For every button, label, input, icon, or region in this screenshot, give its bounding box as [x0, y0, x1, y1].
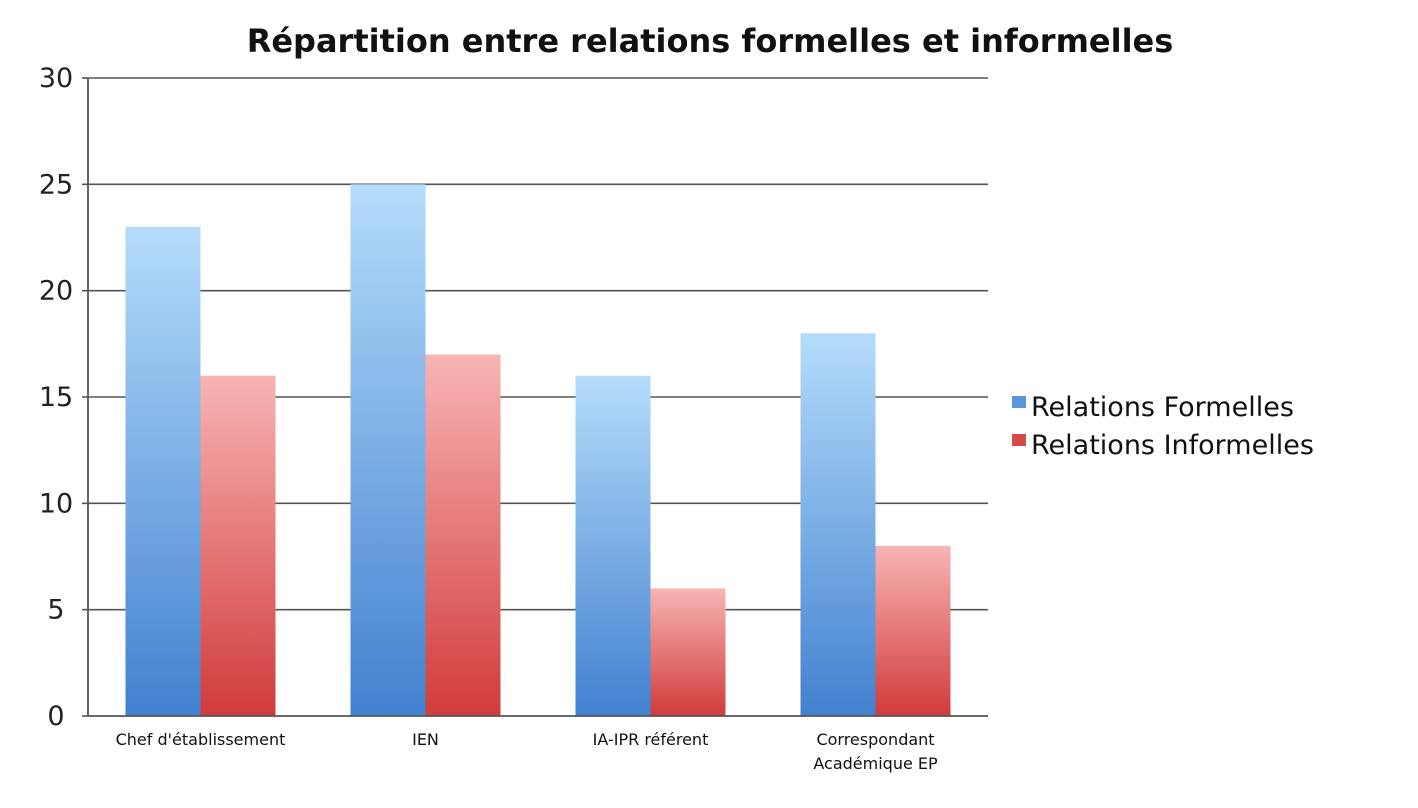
x-tick-label: IEN [412, 730, 439, 749]
bar-informelles [650, 588, 726, 716]
bar-formelles [575, 375, 651, 716]
bar-formelles [350, 184, 426, 717]
x-tick-label: Académique EP [813, 754, 938, 773]
y-tick-label: 5 [47, 595, 64, 626]
chart-title: Répartition entre relations formelles et… [247, 22, 1174, 60]
bar-informelles [425, 354, 501, 716]
x-tick-label: IA-IPR référent [593, 730, 709, 749]
legend-swatch [1012, 396, 1026, 408]
legend-swatch [1012, 434, 1026, 446]
bar-informelles [875, 545, 951, 716]
bar-informelles [200, 375, 276, 716]
y-tick-label: 30 [39, 63, 73, 94]
bars [125, 184, 951, 717]
legend-label: Relations Formelles [1031, 392, 1294, 423]
y-tick-label: 25 [39, 169, 73, 200]
bar-formelles [125, 226, 201, 716]
y-tick-label: 10 [39, 488, 73, 519]
x-tick-label: Correspondant [816, 730, 934, 749]
y-tick-label: 0 [47, 701, 64, 732]
legend: Relations Formelles Relations Informelles [1012, 392, 1314, 461]
axes: 0 5 10 15 20 25 30 Chef d'établissement IEN IA-IP… [39, 63, 988, 773]
legend-label: Relations Informelles [1031, 430, 1314, 461]
x-tick-label: Chef d'établissement [116, 730, 286, 749]
bar-formelles [800, 333, 876, 716]
y-tick-label: 15 [39, 382, 73, 413]
y-tick-label: 20 [39, 276, 73, 307]
